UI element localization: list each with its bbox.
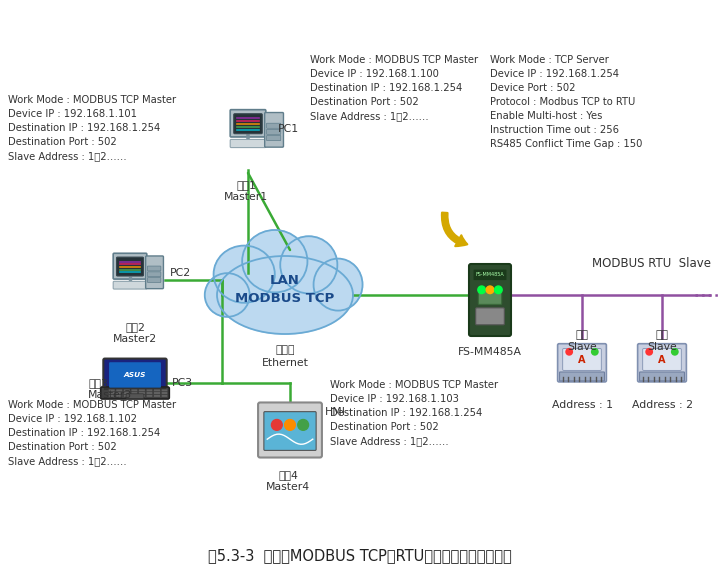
Ellipse shape	[280, 236, 338, 294]
FancyBboxPatch shape	[265, 113, 284, 147]
Text: 从站
Slave: 从站 Slave	[647, 330, 677, 353]
Text: Work Mode : MODBUS TCP Master
Device IP : 192.168.1.103
Destination IP : 192.168: Work Mode : MODBUS TCP Master Device IP …	[330, 380, 498, 446]
Text: FS-MM485A: FS-MM485A	[476, 272, 505, 278]
Text: PC3: PC3	[172, 378, 193, 388]
FancyBboxPatch shape	[264, 411, 316, 451]
FancyBboxPatch shape	[559, 372, 605, 381]
FancyBboxPatch shape	[131, 389, 138, 392]
Text: A: A	[658, 355, 666, 365]
FancyBboxPatch shape	[639, 372, 685, 381]
Text: Work Mode : MODBUS TCP Master
Device IP : 192.168.1.102
Destination IP : 192.168: Work Mode : MODBUS TCP Master Device IP …	[8, 400, 176, 466]
Ellipse shape	[314, 258, 363, 310]
Text: Address : 1: Address : 1	[552, 400, 613, 410]
FancyBboxPatch shape	[638, 344, 686, 382]
FancyBboxPatch shape	[230, 140, 266, 148]
FancyBboxPatch shape	[154, 395, 161, 397]
FancyBboxPatch shape	[146, 389, 153, 392]
FancyBboxPatch shape	[476, 308, 504, 325]
FancyBboxPatch shape	[104, 358, 166, 391]
FancyBboxPatch shape	[139, 392, 145, 395]
Ellipse shape	[214, 246, 275, 303]
FancyBboxPatch shape	[266, 123, 281, 128]
FancyBboxPatch shape	[266, 136, 281, 141]
Text: MODBUS RTU  Slave: MODBUS RTU Slave	[592, 257, 711, 270]
Text: ASUS: ASUS	[124, 372, 146, 378]
Text: PC1: PC1	[278, 124, 299, 134]
Text: HMI: HMI	[325, 407, 346, 417]
Text: Address : 2: Address : 2	[631, 400, 693, 410]
FancyBboxPatch shape	[643, 349, 681, 370]
FancyBboxPatch shape	[109, 389, 115, 392]
FancyBboxPatch shape	[474, 269, 506, 280]
FancyBboxPatch shape	[148, 278, 161, 282]
FancyBboxPatch shape	[161, 395, 168, 397]
Circle shape	[672, 349, 678, 355]
Text: 以太网
Ethernet: 以太网 Ethernet	[261, 345, 308, 368]
FancyArrowPatch shape	[442, 212, 467, 246]
FancyBboxPatch shape	[124, 392, 130, 395]
Text: 图5.3-3  多主站MODBUS TCP与RTU网关通讯网络连接拓扑: 图5.3-3 多主站MODBUS TCP与RTU网关通讯网络连接拓扑	[208, 548, 512, 563]
Text: 主站1
Master1: 主站1 Master1	[224, 180, 268, 203]
FancyBboxPatch shape	[116, 389, 122, 392]
FancyBboxPatch shape	[161, 389, 168, 392]
FancyBboxPatch shape	[154, 392, 161, 395]
FancyBboxPatch shape	[139, 389, 145, 392]
Text: Work Mode : TCP Server
Device IP : 192.168.1.254
Device Port : 502
Protocol : Mo: Work Mode : TCP Server Device IP : 192.1…	[490, 55, 642, 149]
Text: FS-MM485A: FS-MM485A	[458, 347, 522, 357]
FancyBboxPatch shape	[154, 389, 161, 392]
Circle shape	[495, 286, 502, 294]
FancyBboxPatch shape	[469, 264, 511, 336]
Circle shape	[566, 349, 572, 355]
FancyBboxPatch shape	[117, 257, 143, 276]
FancyBboxPatch shape	[113, 253, 147, 279]
FancyBboxPatch shape	[109, 395, 115, 397]
Ellipse shape	[242, 230, 307, 293]
FancyBboxPatch shape	[266, 129, 281, 134]
Text: LAN
MODBUS TCP: LAN MODBUS TCP	[235, 273, 335, 305]
FancyBboxPatch shape	[563, 349, 601, 370]
Text: Work Mode : MODBUS TCP Master
Device IP : 192.168.1.100
Destination IP : 192.168: Work Mode : MODBUS TCP Master Device IP …	[310, 55, 478, 121]
Text: Work Mode : MODBUS TCP Master
Device IP : 192.168.1.101
Destination IP : 192.168: Work Mode : MODBUS TCP Master Device IP …	[8, 95, 176, 161]
Circle shape	[298, 419, 309, 430]
FancyBboxPatch shape	[131, 395, 138, 397]
FancyBboxPatch shape	[113, 282, 147, 289]
Text: 主站2
Master2: 主站2 Master2	[113, 322, 157, 344]
FancyBboxPatch shape	[258, 403, 322, 458]
Ellipse shape	[217, 256, 353, 334]
FancyBboxPatch shape	[124, 389, 130, 392]
FancyBboxPatch shape	[145, 256, 163, 288]
FancyBboxPatch shape	[116, 392, 122, 395]
FancyBboxPatch shape	[234, 114, 262, 134]
FancyBboxPatch shape	[109, 362, 161, 388]
Circle shape	[271, 419, 282, 430]
Ellipse shape	[204, 273, 250, 317]
Circle shape	[284, 419, 295, 430]
Circle shape	[646, 349, 652, 355]
Text: 主站4
Master4: 主站4 Master4	[266, 470, 310, 492]
FancyBboxPatch shape	[126, 394, 144, 399]
FancyBboxPatch shape	[124, 395, 130, 397]
FancyBboxPatch shape	[139, 395, 145, 397]
FancyBboxPatch shape	[148, 266, 161, 271]
FancyBboxPatch shape	[146, 395, 153, 397]
FancyBboxPatch shape	[131, 392, 138, 395]
FancyBboxPatch shape	[161, 392, 168, 395]
FancyBboxPatch shape	[148, 272, 161, 276]
Circle shape	[478, 286, 485, 294]
Text: 主站3
Master3: 主站3 Master3	[88, 378, 132, 400]
FancyBboxPatch shape	[109, 392, 115, 395]
FancyBboxPatch shape	[101, 387, 169, 399]
FancyBboxPatch shape	[478, 289, 502, 305]
FancyBboxPatch shape	[557, 344, 606, 382]
Text: 从站
Slave: 从站 Slave	[567, 330, 597, 353]
Text: PC2: PC2	[170, 268, 191, 278]
FancyBboxPatch shape	[230, 110, 266, 137]
Text: A: A	[578, 355, 586, 365]
FancyBboxPatch shape	[146, 392, 153, 395]
FancyBboxPatch shape	[116, 395, 122, 397]
Circle shape	[592, 349, 598, 355]
Circle shape	[486, 286, 494, 294]
